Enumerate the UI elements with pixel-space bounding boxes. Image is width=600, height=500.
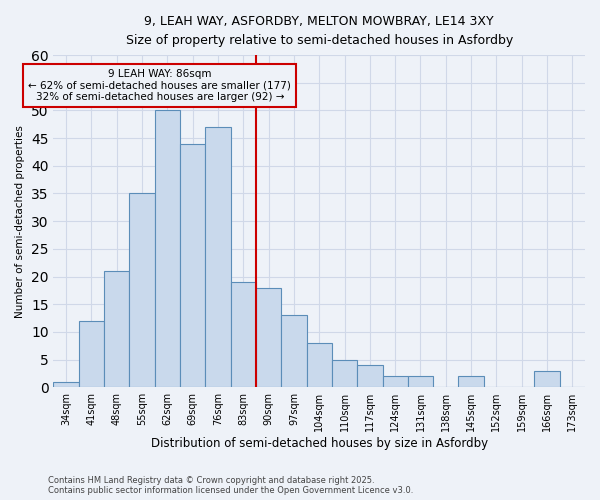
X-axis label: Distribution of semi-detached houses by size in Asfordby: Distribution of semi-detached houses by … <box>151 437 488 450</box>
Bar <box>357 365 383 387</box>
Bar <box>79 321 104 387</box>
Bar <box>130 194 155 387</box>
Bar <box>104 271 130 387</box>
Y-axis label: Number of semi-detached properties: Number of semi-detached properties <box>16 124 25 318</box>
Bar <box>256 288 281 387</box>
Bar <box>332 360 357 387</box>
Bar <box>281 316 307 387</box>
Bar <box>535 370 560 387</box>
Bar <box>408 376 433 387</box>
Bar <box>307 343 332 387</box>
Bar <box>230 282 256 387</box>
Bar <box>458 376 484 387</box>
Text: 9 LEAH WAY: 86sqm
← 62% of semi-detached houses are smaller (177)
32% of semi-de: 9 LEAH WAY: 86sqm ← 62% of semi-detached… <box>28 69 291 102</box>
Title: 9, LEAH WAY, ASFORDBY, MELTON MOWBRAY, LE14 3XY
Size of property relative to sem: 9, LEAH WAY, ASFORDBY, MELTON MOWBRAY, L… <box>125 15 513 47</box>
Bar <box>155 110 180 387</box>
Text: Contains HM Land Registry data © Crown copyright and database right 2025.
Contai: Contains HM Land Registry data © Crown c… <box>48 476 413 495</box>
Bar <box>205 127 230 387</box>
Bar <box>383 376 408 387</box>
Bar <box>180 144 205 387</box>
Bar <box>53 382 79 387</box>
